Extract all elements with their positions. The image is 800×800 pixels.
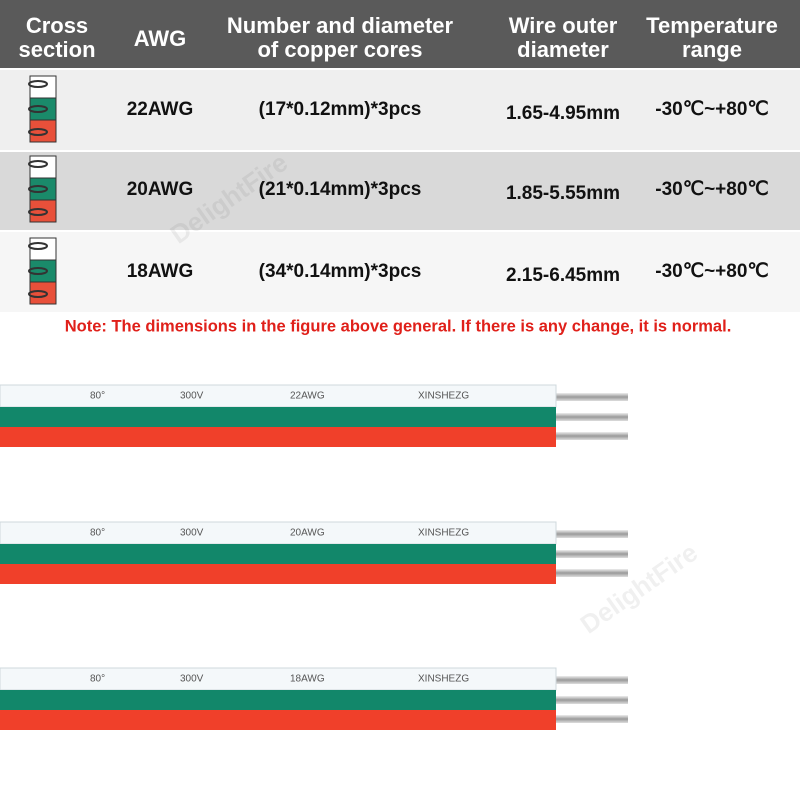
wire-print: XINSHEZG [418,391,469,402]
cell-text: (34*0.14mm)*3pcs [259,261,422,282]
cell-text: -30℃~+80℃ [655,99,768,120]
core [548,393,628,401]
wire-print: 80° [90,528,105,539]
cell-text: 20AWG [127,179,194,200]
cross-section-icon [28,155,57,223]
wire-white [0,384,557,408]
row-bg [0,232,800,312]
core [548,715,628,723]
wire-print: XINSHEZG [418,674,469,685]
wire-red [0,427,556,447]
wire-print: XINSHEZG [418,528,469,539]
core [548,530,628,538]
core [548,569,628,577]
header-text: Wire outer [509,13,618,38]
cell-text: 18AWG [127,261,194,282]
header-text: Number and diameter [227,13,454,38]
wire-red [0,710,556,730]
row-bg [0,70,800,150]
row-bg [0,152,800,230]
wire-red [0,564,556,584]
cell-text: -30℃~+80℃ [655,179,768,200]
wire-green [0,690,556,710]
wire-print: 300V [180,391,204,402]
wire-print: 18AWG [290,674,325,685]
core [548,550,628,558]
core [548,432,628,440]
core [548,413,628,421]
wire-print: 80° [90,674,105,685]
header-text: Temperature [646,13,778,38]
wire-print: 80° [90,391,105,402]
core [548,676,628,684]
header-text: of copper cores [257,37,422,62]
wire-print: 300V [180,674,204,685]
wire-green [0,544,556,564]
wire-print: 300V [180,528,204,539]
cell-text: -30℃~+80℃ [655,261,768,282]
header-text: section [18,37,95,62]
header-bar [0,0,800,68]
header-text: range [682,37,742,62]
cross-section-icon [28,75,57,143]
wire-white [0,667,557,691]
core [548,696,628,704]
header-text: diameter [517,37,609,62]
note: Note: The dimensions in the figure above… [65,317,732,335]
cell-text: (21*0.14mm)*3pcs [259,179,422,200]
cell-text: 2.15-6.45mm [506,265,620,286]
wire-white [0,521,557,545]
cell-text: 1.85-5.55mm [506,183,620,204]
cell-text: 1.65-4.95mm [506,103,620,124]
cell-text: 22AWG [127,99,194,120]
wire-print: 22AWG [290,391,325,402]
cross-section-icon [28,237,57,305]
wire-green [0,407,556,427]
header-text: Cross [26,13,88,38]
header-text: AWG [134,26,187,51]
wire-print: 20AWG [290,528,325,539]
cell-text: (17*0.12mm)*3pcs [259,99,422,120]
